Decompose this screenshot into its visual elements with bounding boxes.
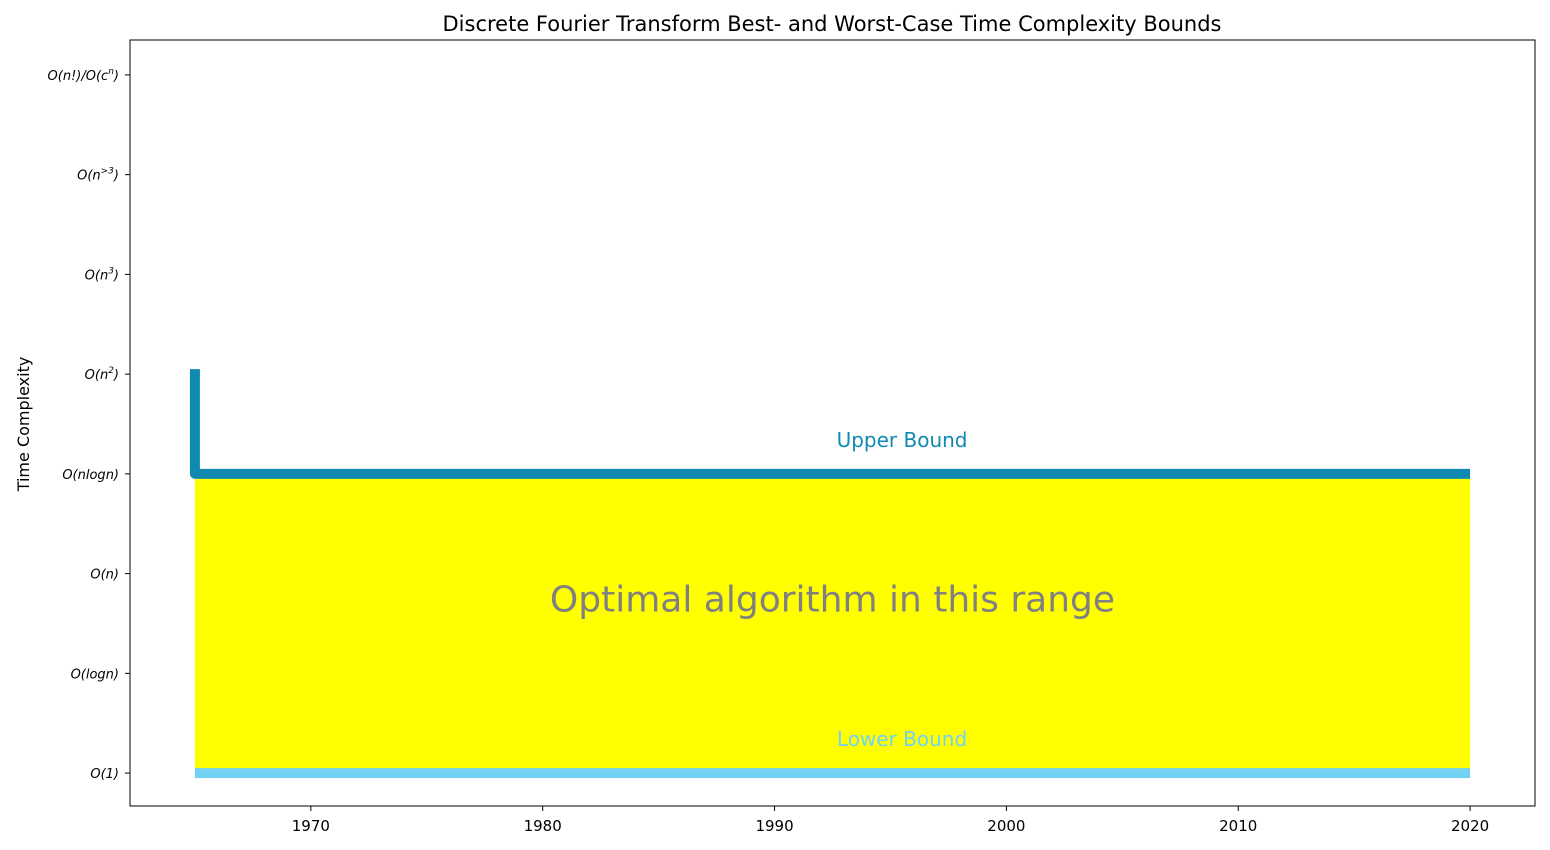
- y-tick-label: O(n>3): [77, 167, 119, 184]
- x-tick-label: 1980: [524, 817, 562, 835]
- optimal-range-annotation: Optimal algorithm in this range: [550, 580, 1115, 621]
- x-tick-label: 2000: [987, 817, 1025, 835]
- x-tick-label: 1990: [755, 817, 793, 835]
- fill-region: [194, 473, 1471, 774]
- x-tick-label: 2020: [1451, 817, 1489, 835]
- annotations: Upper Bound Lower Bound Optimal algorithm …: [550, 428, 1115, 751]
- lower-bound-label: Lower Bound: [837, 727, 967, 751]
- y-tick-label: O(n2): [85, 366, 119, 383]
- y-tick-label: O(nlogn): [62, 468, 119, 483]
- y-tick-label: O(1): [90, 767, 119, 782]
- chart-title: Discrete Fourier Transform Best- and Wor…: [443, 12, 1222, 36]
- y-axis-label: Time Complexity: [14, 357, 33, 493]
- x-tick-label: 1970: [292, 817, 330, 835]
- x-tick-label: 2010: [1219, 817, 1257, 835]
- x-axis: 1970 1980 1990 2000 2010 2020: [292, 806, 1489, 835]
- y-tick-label: O(n!)/O(cn): [48, 67, 119, 84]
- y-tick-label: O(n): [90, 568, 119, 583]
- upper-bound-label: Upper Bound: [837, 428, 968, 452]
- optimal-range-fill: [194, 473, 1471, 774]
- y-tick-label: O(n3): [85, 266, 119, 283]
- y-tick-label: O(logn): [71, 667, 119, 682]
- plot-frame: [129, 39, 1536, 807]
- upper-bound-line: [189, 369, 1471, 479]
- y-axis: O(1) O(logn) O(n) O(nlogn) O(n2) O(n3) O(n>3) O…: [48, 67, 130, 782]
- series-lines: [189, 369, 1471, 779]
